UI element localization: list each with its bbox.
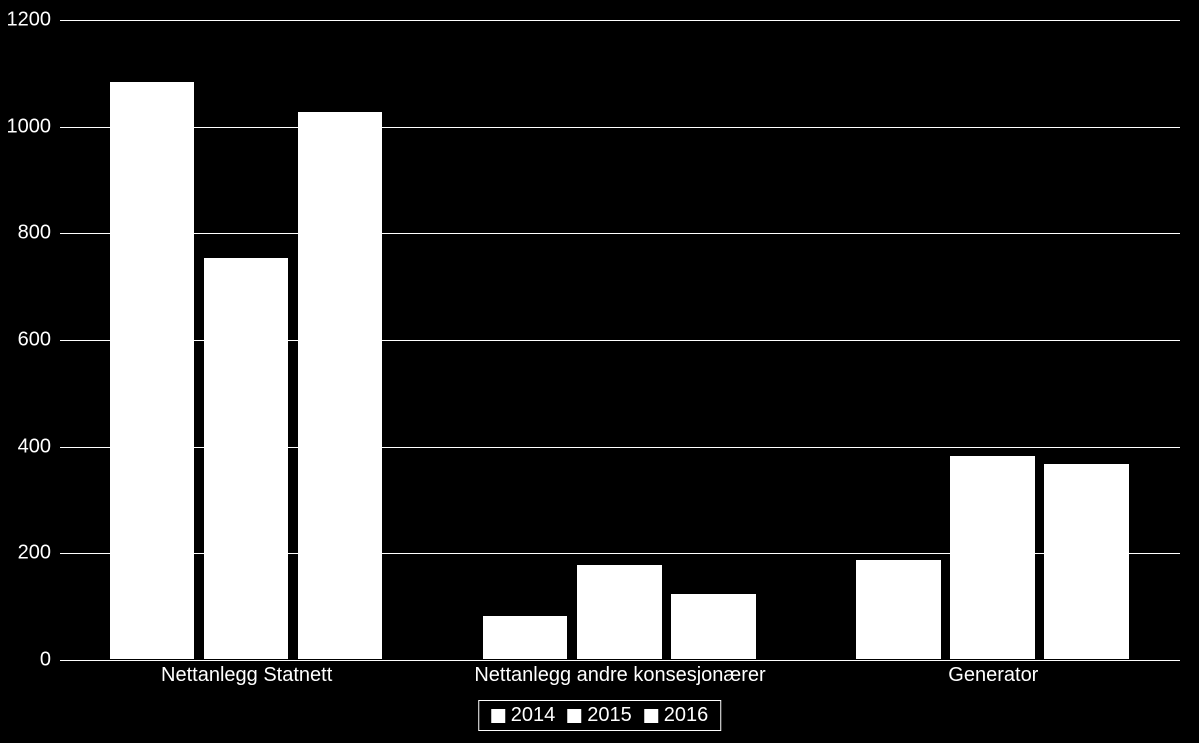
y-tick-label: 400 (3, 435, 51, 458)
x-category-label: Nettanlegg Statnett (161, 664, 332, 687)
x-category-label: Nettanlegg andre konsesjonærer (474, 664, 765, 687)
gridline (60, 233, 1180, 234)
chart-container: 0 200 400 600 800 1000 1200 Nettanlegg Statnet… (0, 0, 1199, 743)
bar (855, 559, 942, 660)
bar (109, 81, 196, 660)
bar (670, 593, 757, 660)
gridline (60, 20, 1180, 21)
gridline (60, 660, 1180, 661)
plot-area (60, 20, 1180, 660)
y-tick-label: 0 (3, 649, 51, 672)
bar (297, 111, 384, 660)
bar (576, 564, 663, 660)
legend-swatch (644, 709, 658, 723)
gridline (60, 447, 1180, 448)
gridline (60, 127, 1180, 128)
y-tick-label: 200 (3, 542, 51, 565)
legend-label: 2016 (664, 704, 709, 727)
legend: 2014 2015 2016 (478, 700, 722, 731)
bar (203, 257, 290, 660)
legend-swatch (491, 709, 505, 723)
legend-swatch (567, 709, 581, 723)
legend-label: 2014 (511, 704, 556, 727)
legend-label: 2015 (587, 704, 632, 727)
y-tick-label: 600 (3, 329, 51, 352)
bar (482, 615, 569, 660)
y-tick-label: 1000 (3, 115, 51, 138)
legend-item: 2014 (491, 704, 556, 727)
y-tick-label: 800 (3, 222, 51, 245)
y-tick-label: 1200 (3, 9, 51, 32)
gridline (60, 553, 1180, 554)
legend-item: 2015 (567, 704, 632, 727)
bar (949, 455, 1036, 660)
bar (1043, 463, 1130, 660)
gridline (60, 340, 1180, 341)
legend-item: 2016 (644, 704, 709, 727)
x-category-label: Generator (948, 664, 1038, 687)
